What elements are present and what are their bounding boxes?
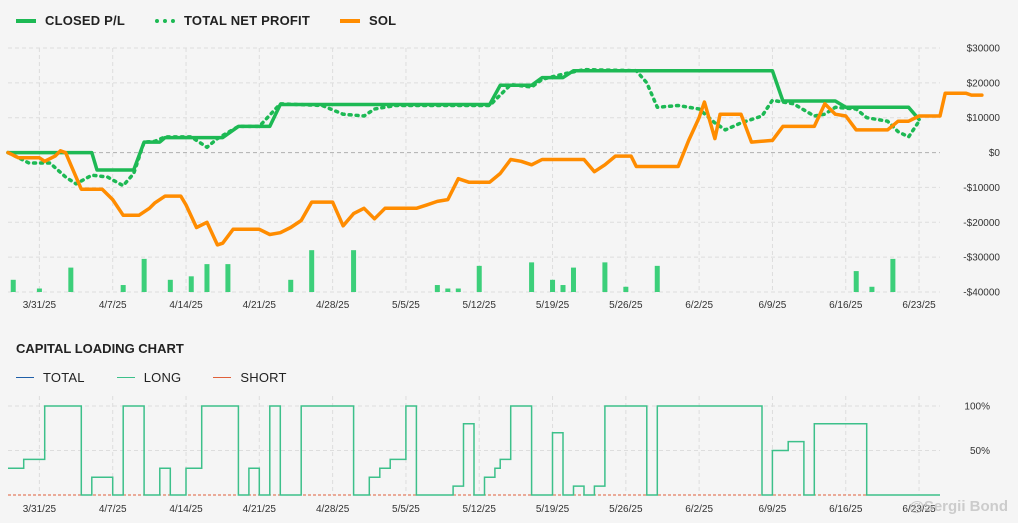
daily-bar — [890, 258, 896, 292]
daily-bar — [570, 267, 576, 292]
daily-bar — [204, 264, 210, 292]
daily-bar — [550, 279, 556, 292]
legend-label-closed-pl: CLOSED P/L — [45, 13, 126, 28]
x-tick-label: 5/26/25 — [609, 300, 643, 311]
cap-x-tick-label: 6/16/25 — [829, 504, 863, 515]
daily-bar — [167, 279, 173, 292]
legend-item-total-net-profit[interactable]: TOTAL NET PROFIT — [155, 13, 310, 28]
daily-bar — [853, 271, 859, 292]
y-tick-label: -$40000 — [963, 288, 1000, 299]
y-tick-label: $20000 — [967, 78, 1001, 89]
y-tick-label: $10000 — [967, 113, 1001, 124]
series-line-sol — [6, 91, 984, 247]
legend-swatch-closed-pl — [16, 18, 36, 23]
main-chart-legend: CLOSED P/L TOTAL NET PROFIT SOL — [16, 13, 426, 28]
daily-bar — [288, 279, 294, 292]
cap-x-tick-label: 4/28/25 — [316, 504, 350, 515]
cap-x-tick-label: 5/5/25 — [392, 504, 420, 515]
legend-label-total: TOTAL — [43, 370, 85, 385]
daily-bar — [188, 276, 194, 292]
legend-label-short: SHORT — [240, 370, 287, 385]
daily-bar — [654, 265, 660, 292]
legend-swatch-total-net-profit — [155, 18, 176, 23]
x-tick-label: 5/5/25 — [392, 300, 420, 311]
daily-bar — [445, 288, 451, 292]
series-line-long — [8, 405, 940, 496]
x-tick-label: 4/7/25 — [99, 300, 127, 311]
legend-item-total[interactable]: TOTAL — [16, 370, 85, 385]
capital-loading-title: CAPITAL LOADING CHART — [16, 341, 184, 356]
legend-item-closed-pl[interactable]: CLOSED P/L — [16, 13, 125, 28]
cap-x-tick-label: 6/9/25 — [759, 504, 787, 515]
daily-bar — [309, 250, 315, 292]
y-tick-label: -$20000 — [963, 218, 1000, 229]
daily-bar — [529, 262, 535, 292]
y-tick-label: -$10000 — [963, 183, 1000, 194]
legend-item-sol[interactable]: SOL — [340, 13, 396, 28]
legend-label-total-net-profit: TOTAL NET PROFIT — [184, 13, 310, 28]
legend-label-long: LONG — [143, 370, 182, 385]
daily-bar — [434, 285, 440, 292]
cap-x-tick-label: 4/14/25 — [169, 504, 203, 515]
daily-bar — [623, 286, 629, 292]
cap-x-tick-label: 3/31/25 — [23, 504, 57, 515]
legend-label-sol: SOL — [369, 13, 397, 28]
daily-bar — [351, 250, 357, 292]
legend-swatch-short — [213, 377, 232, 378]
watermark: @Sergii Bond — [909, 498, 1008, 515]
daily-bar — [68, 267, 74, 292]
series-line-closed-p-l — [6, 68, 921, 172]
legend-item-short[interactable]: SHORT — [213, 370, 286, 385]
daily-bar — [455, 288, 461, 292]
y-tick-label: $30000 — [967, 44, 1001, 55]
x-tick-label: 3/31/25 — [23, 300, 57, 311]
daily-bar — [36, 288, 42, 292]
legend-swatch-total — [16, 377, 34, 378]
daily-bar — [120, 285, 126, 292]
daily-bar — [476, 265, 482, 292]
daily-bar — [602, 262, 608, 292]
cap-x-tick-label: 4/21/25 — [243, 504, 277, 515]
cap-x-tick-label: 4/7/25 — [99, 504, 127, 515]
capital-chart-legend: TOTAL LONG SHORT — [16, 370, 319, 385]
daily-bar — [869, 286, 875, 292]
x-tick-label: 6/9/25 — [759, 300, 787, 311]
x-tick-label: 6/2/25 — [685, 300, 713, 311]
cap-x-tick-label: 5/12/25 — [463, 504, 497, 515]
series-line-total-net-profit — [6, 67, 921, 188]
cap-y-tick-label: 100% — [964, 402, 990, 413]
x-tick-label: 5/19/25 — [536, 300, 570, 311]
daily-bar — [560, 285, 566, 292]
cap-y-tick-label: 50% — [970, 446, 990, 457]
y-tick-label: $0 — [989, 148, 1001, 159]
legend-swatch-sol — [340, 18, 360, 23]
legend-item-long[interactable]: LONG — [116, 370, 182, 385]
x-tick-label: 4/28/25 — [316, 300, 350, 311]
cap-x-tick-label: 6/23/25 — [902, 504, 936, 515]
x-tick-label: 4/14/25 — [169, 300, 203, 311]
x-tick-label: 4/21/25 — [243, 300, 277, 311]
daily-bar — [141, 258, 147, 292]
cap-x-tick-label: 6/2/25 — [685, 504, 713, 515]
x-tick-label: 6/23/25 — [902, 300, 936, 311]
x-tick-label: 5/12/25 — [463, 300, 497, 311]
daily-bar — [225, 264, 231, 292]
daily-bar — [10, 279, 16, 292]
cap-x-tick-label: 5/19/25 — [536, 504, 570, 515]
x-tick-label: 6/16/25 — [829, 300, 863, 311]
cap-x-tick-label: 5/26/25 — [609, 504, 643, 515]
y-tick-label: -$30000 — [963, 253, 1000, 264]
legend-swatch-long — [116, 377, 135, 378]
